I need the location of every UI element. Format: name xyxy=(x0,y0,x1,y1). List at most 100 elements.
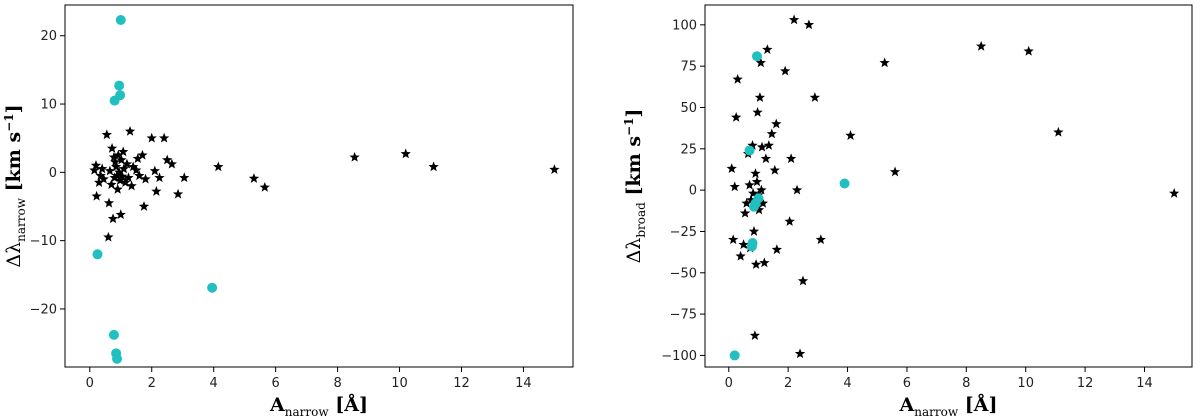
x-tick-label: 0 xyxy=(725,376,733,391)
data-point-star xyxy=(750,168,761,178)
data-point-star xyxy=(889,166,901,177)
data-point-star xyxy=(879,57,890,68)
data-point-star xyxy=(741,197,752,208)
data-point-star xyxy=(115,209,126,220)
data-point-star xyxy=(162,154,173,165)
data-point-star xyxy=(729,181,740,192)
data-point-star xyxy=(735,250,746,261)
data-point-star xyxy=(766,128,777,139)
data-point-star xyxy=(126,180,137,191)
data-point-star xyxy=(140,173,151,184)
y-tick-label: 75 xyxy=(680,60,697,75)
data-point-star xyxy=(89,164,100,175)
y-tick-label: 100 xyxy=(672,18,697,33)
data-point-circle xyxy=(746,241,757,252)
data-point-star xyxy=(747,188,759,198)
data-point-star xyxy=(110,161,122,172)
data-point-star xyxy=(259,181,270,192)
y-tick-label: 50 xyxy=(680,101,697,116)
y-tick-label: 0 xyxy=(689,184,697,199)
data-point-star xyxy=(759,257,770,268)
data-point-circle xyxy=(751,51,762,62)
data-point-star xyxy=(762,44,773,54)
data-point-star xyxy=(797,275,809,286)
chart-narrow-shift: 0 2 4 6 8 10 12 14 −20 −10 0 10 20 Anarrow [Å] Δλnarro… xyxy=(2,4,574,418)
data-point-star xyxy=(172,188,184,199)
data-point-star xyxy=(107,213,119,224)
data-point-star xyxy=(549,164,560,174)
data-point-star xyxy=(95,170,106,181)
data-point-star xyxy=(815,234,826,245)
x-tick-label: 2 xyxy=(148,376,156,391)
data-point-star xyxy=(166,158,177,169)
data-point-star xyxy=(788,14,800,25)
y-tick-label: 10 xyxy=(40,98,57,113)
data-point-star xyxy=(118,146,129,157)
data-point-star xyxy=(146,132,157,143)
data-point-star xyxy=(349,151,360,162)
data-point-circle xyxy=(207,282,218,293)
x-tick-label: 10 xyxy=(391,376,408,391)
data-point-star xyxy=(769,164,780,175)
y-tick-label: 25 xyxy=(680,142,697,157)
y-axis-label: Δλnarrow [km s−1] xyxy=(2,104,28,267)
data-point-star xyxy=(151,186,162,196)
data-point-star xyxy=(760,153,772,164)
data-point-star xyxy=(97,163,108,174)
data-point-star xyxy=(123,172,134,183)
data-point-circle xyxy=(839,178,850,189)
data-point-star xyxy=(751,176,763,187)
data-point-star xyxy=(108,151,120,162)
data-point-circle xyxy=(92,249,103,260)
plot-frame xyxy=(64,4,574,368)
data-point-star xyxy=(1053,126,1064,137)
x-tick-label: 14 xyxy=(1136,376,1153,391)
data-point-star xyxy=(739,207,751,218)
plot-frame xyxy=(704,4,1193,368)
x-axis-label: Anarrow [Å] xyxy=(899,393,998,418)
y-tick-label: 0 xyxy=(49,166,57,181)
data-point-star xyxy=(763,140,774,150)
y-tick-label: −20 xyxy=(30,302,57,317)
data-point-star xyxy=(1169,188,1180,198)
data-point-star xyxy=(757,197,769,208)
x-axis-label: Anarrow [Å] xyxy=(269,393,368,418)
data-point-star xyxy=(754,92,766,102)
data-point-star xyxy=(137,149,148,160)
data-point-star xyxy=(112,184,123,194)
data-point-star xyxy=(744,179,755,190)
data-point-star xyxy=(104,165,116,176)
data-point-star xyxy=(745,194,757,205)
data-point-star xyxy=(748,226,760,236)
data-point-circle xyxy=(115,15,126,26)
data-point-star xyxy=(248,173,260,183)
data-point-star xyxy=(809,92,821,102)
data-point-star xyxy=(750,259,762,269)
data-point-star xyxy=(771,118,782,129)
data-point-star xyxy=(756,141,768,152)
x-tick-label: 4 xyxy=(210,376,218,391)
data-point-star xyxy=(756,184,767,195)
data-point-star xyxy=(771,244,782,255)
x-tick-label: 8 xyxy=(962,376,970,391)
data-point-star xyxy=(158,132,170,143)
data-point-star xyxy=(101,129,112,140)
x-tick-label: 10 xyxy=(1017,376,1034,391)
data-point-star xyxy=(791,184,803,195)
x-tick-label: 8 xyxy=(333,376,341,391)
data-point-star xyxy=(738,239,749,250)
data-point-circle xyxy=(748,201,759,212)
data-point-star xyxy=(976,40,987,51)
data-point-star xyxy=(132,153,143,164)
data-point-star xyxy=(131,164,142,175)
data-point-star xyxy=(845,130,856,140)
data-point-star xyxy=(106,143,118,153)
data-point-star xyxy=(114,166,125,177)
data-point-star xyxy=(90,160,102,170)
data-point-circle xyxy=(112,353,123,364)
x-tick-label: 6 xyxy=(903,376,911,391)
y-tick-label: −75 xyxy=(670,308,697,323)
data-point-star xyxy=(103,231,114,242)
data-point-star xyxy=(179,172,190,183)
